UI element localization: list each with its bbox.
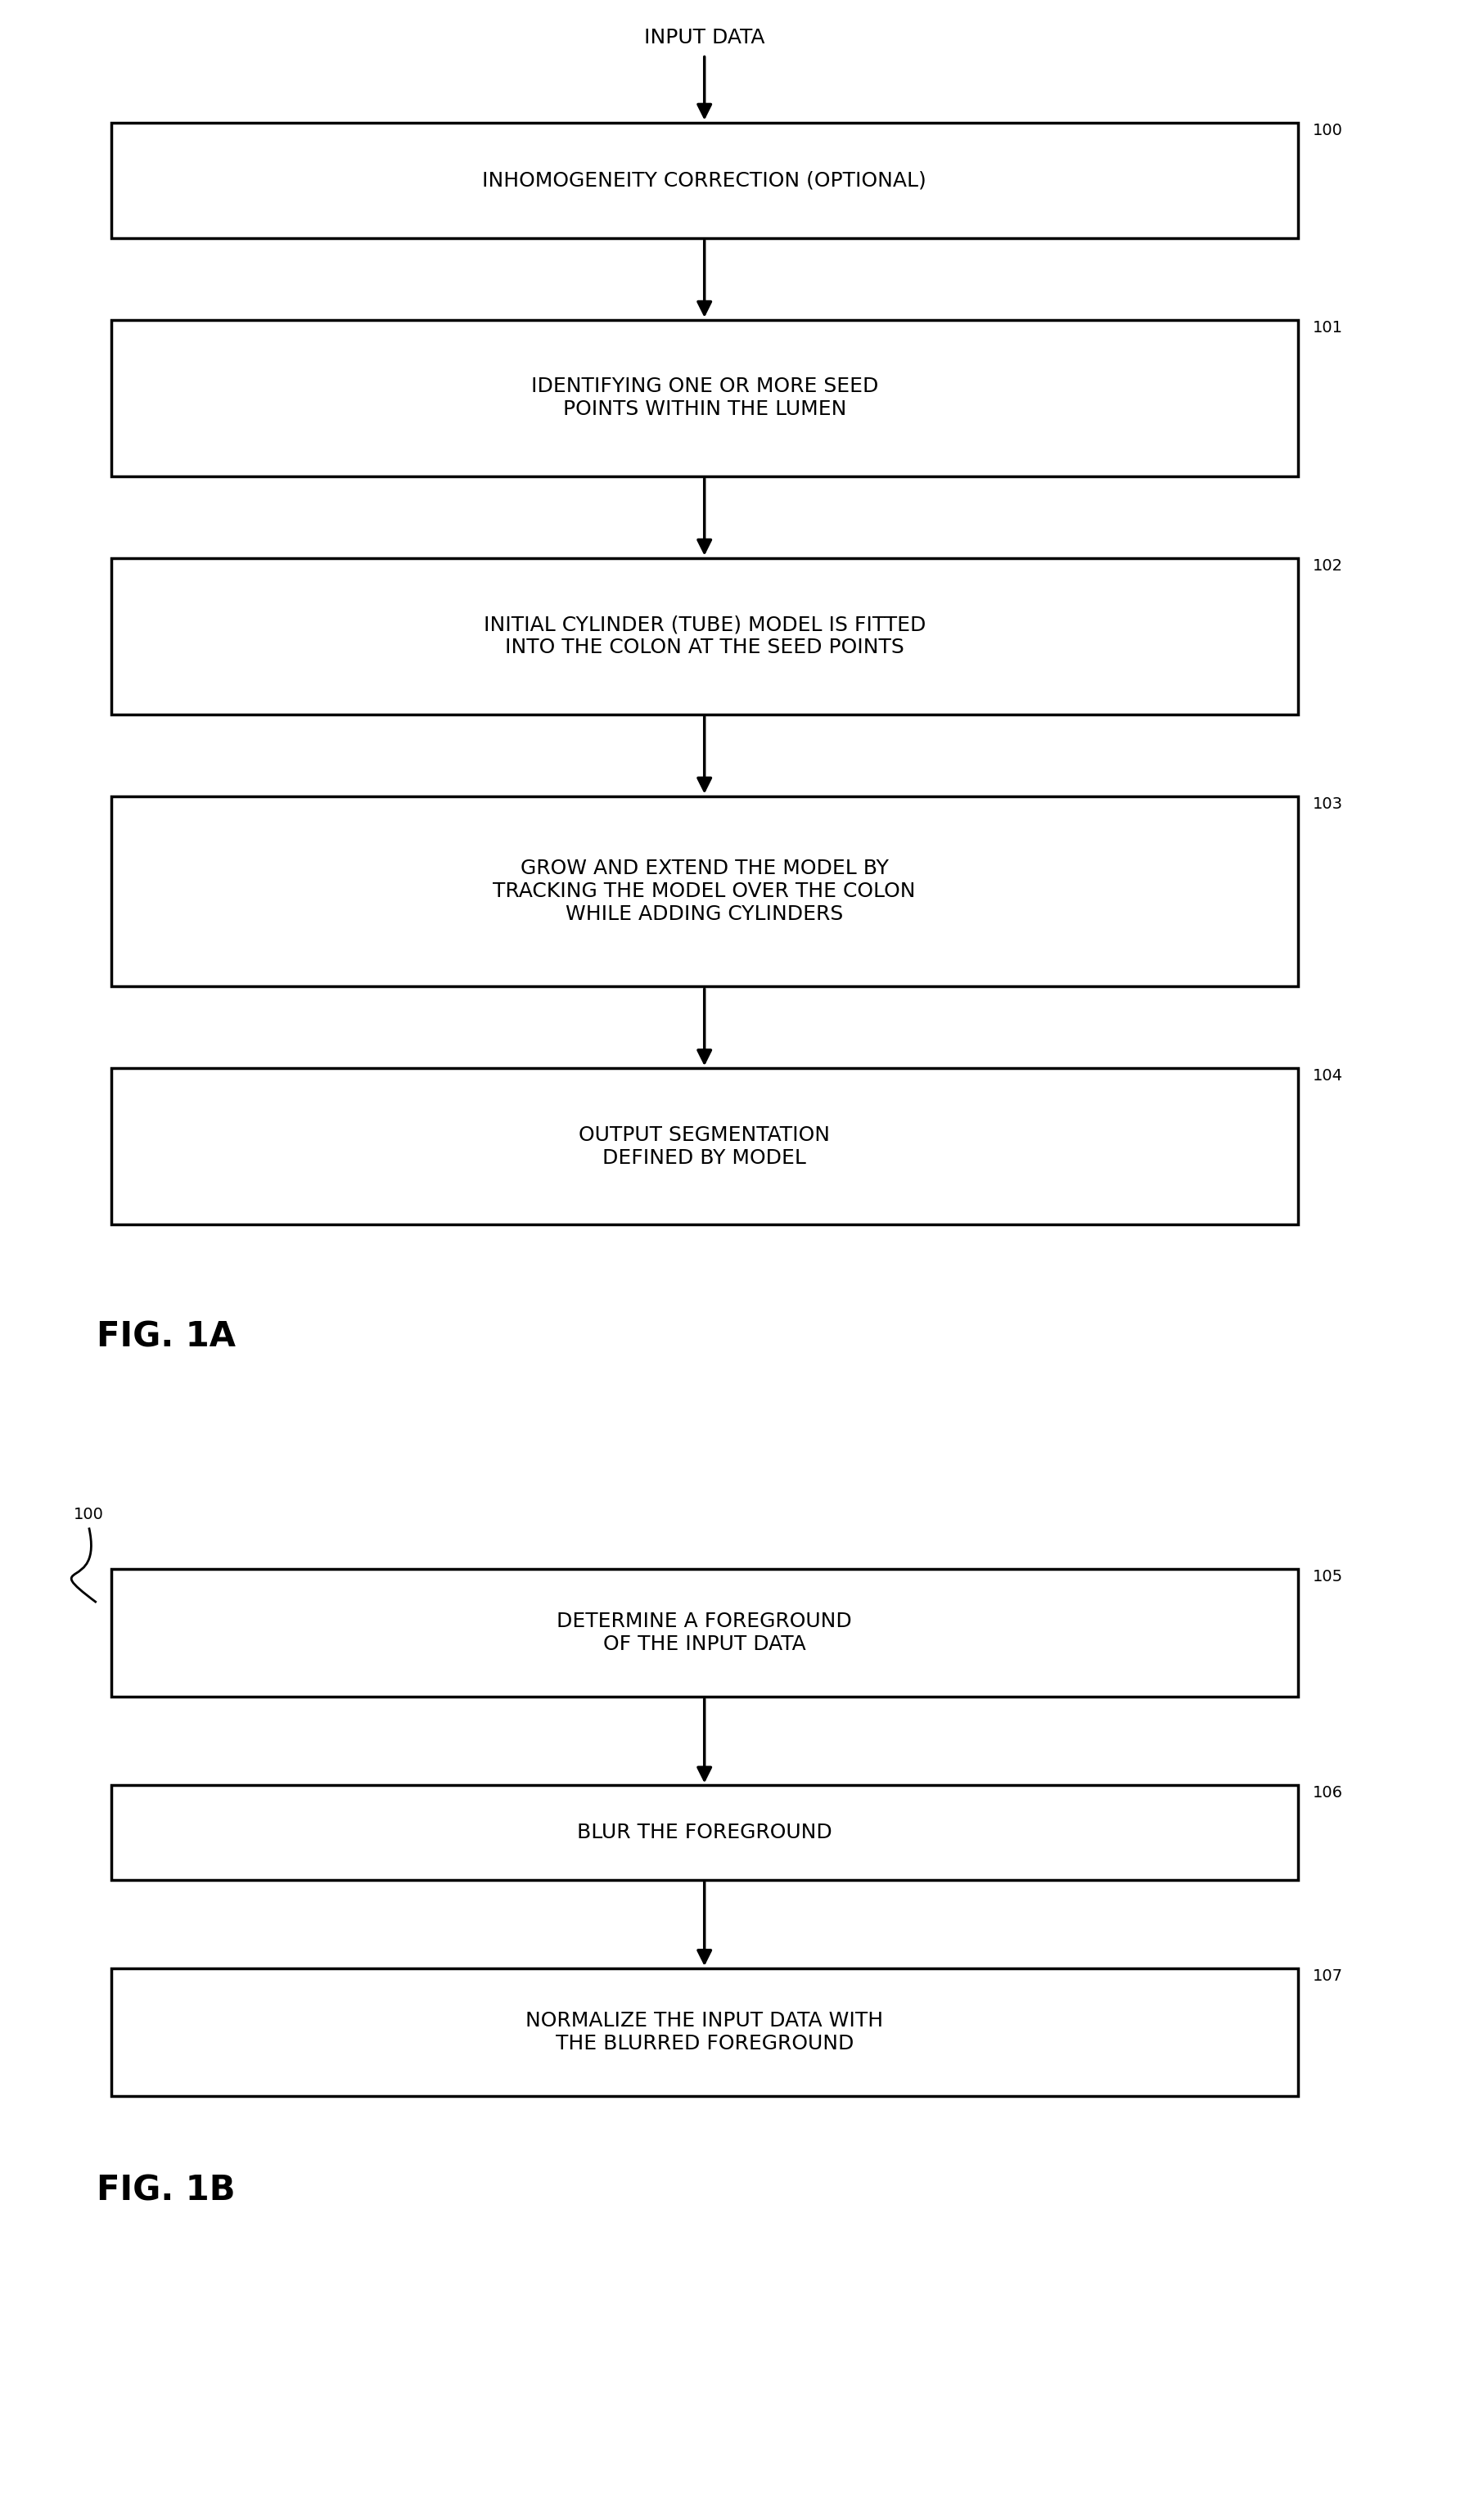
- Bar: [111, 1570, 1298, 1696]
- Text: 100: 100: [1312, 123, 1342, 139]
- Text: NORMALIZE THE INPUT DATA WITH
THE BLURRED FOREGROUND: NORMALIZE THE INPUT DATA WITH THE BLURRE…: [525, 2011, 884, 2054]
- Bar: [111, 1068, 1298, 1225]
- Text: INITIAL CYLINDER (TUBE) MODEL IS FITTED
INTO THE COLON AT THE SEED POINTS: INITIAL CYLINDER (TUBE) MODEL IS FITTED …: [483, 615, 925, 658]
- Text: 102: 102: [1312, 557, 1342, 575]
- Bar: [111, 557, 1298, 716]
- Text: OUTPUT SEGMENTATION
DEFINED BY MODEL: OUTPUT SEGMENTATION DEFINED BY MODEL: [578, 1126, 830, 1167]
- Text: FIG. 1A: FIG. 1A: [96, 1320, 236, 1353]
- Text: 103: 103: [1312, 796, 1342, 811]
- Text: BLUR THE FOREGROUND: BLUR THE FOREGROUND: [577, 1822, 832, 1842]
- Text: GROW AND EXTEND THE MODEL BY
TRACKING THE MODEL OVER THE COLON
WHILE ADDING CYLI: GROW AND EXTEND THE MODEL BY TRACKING TH…: [492, 859, 916, 925]
- Text: 105: 105: [1312, 1570, 1342, 1585]
- Text: IDENTIFYING ONE OR MORE SEED
POINTS WITHIN THE LUMEN: IDENTIFYING ONE OR MORE SEED POINTS WITH…: [531, 378, 878, 418]
- Text: INPUT DATA: INPUT DATA: [644, 28, 765, 48]
- Bar: [111, 1968, 1298, 2097]
- Bar: [111, 123, 1298, 239]
- Text: 104: 104: [1312, 1068, 1342, 1084]
- Text: INHOMOGENEITY CORRECTION (OPTIONAL): INHOMOGENEITY CORRECTION (OPTIONAL): [482, 171, 927, 189]
- Text: DETERMINE A FOREGROUND
OF THE INPUT DATA: DETERMINE A FOREGROUND OF THE INPUT DATA: [556, 1613, 853, 1653]
- Text: FIG. 1B: FIG. 1B: [96, 2172, 236, 2208]
- Bar: [111, 796, 1298, 988]
- Bar: [111, 1784, 1298, 1880]
- Text: 100: 100: [74, 1507, 104, 1522]
- Bar: [111, 320, 1298, 476]
- Text: 106: 106: [1312, 1784, 1342, 1802]
- Text: 101: 101: [1312, 320, 1342, 335]
- Text: 107: 107: [1312, 1968, 1342, 1983]
